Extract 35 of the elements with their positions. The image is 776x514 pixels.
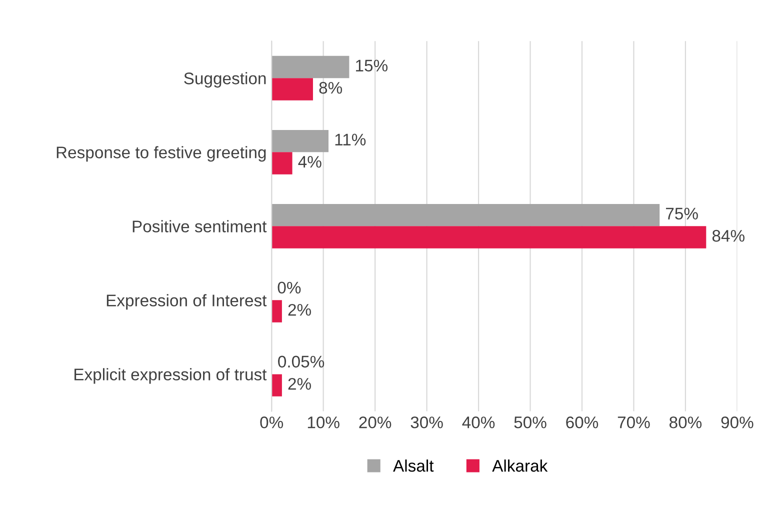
bar xyxy=(272,300,282,322)
x-tick-label: 60% xyxy=(566,416,598,428)
bar xyxy=(272,152,292,174)
legend-label: Alkarak xyxy=(492,460,548,472)
data-label: 0% xyxy=(278,282,301,294)
y-tick-label: Positive sentiment xyxy=(132,220,267,232)
x-tick-label: 20% xyxy=(359,416,392,428)
x-tick-label: 90% xyxy=(721,416,754,428)
data-label: 0.05% xyxy=(278,356,324,368)
bar xyxy=(272,226,706,248)
data-label: 15% xyxy=(356,60,388,72)
legend-label: Alsalt xyxy=(393,460,434,472)
x-tick-label: 80% xyxy=(670,416,702,428)
x-tick-label: 40% xyxy=(462,416,495,428)
data-label: 11% xyxy=(335,134,366,146)
x-tick-label: 30% xyxy=(410,416,443,428)
data-label: 2% xyxy=(288,378,311,390)
y-tick-label: Expression of Interest xyxy=(106,294,267,310)
data-label: 4% xyxy=(298,156,322,168)
bar xyxy=(272,374,282,396)
data-label: 8% xyxy=(319,82,342,94)
data-label: 84% xyxy=(712,230,744,242)
bar xyxy=(272,204,660,226)
data-label: 2% xyxy=(288,304,311,316)
x-tick-label: 70% xyxy=(618,416,650,428)
x-tick-label: 0% xyxy=(260,416,284,428)
bar xyxy=(272,130,329,152)
bar xyxy=(272,56,350,78)
bar xyxy=(272,78,313,100)
y-tick-label: Suggestion xyxy=(184,72,266,88)
x-tick-label: 10% xyxy=(308,416,340,428)
y-tick-label: Explicit expression of trust xyxy=(74,368,267,384)
y-tick-label: Response to festive greeting xyxy=(56,146,266,162)
data-label: 75% xyxy=(666,208,698,220)
x-tick-label: 50% xyxy=(514,416,546,428)
